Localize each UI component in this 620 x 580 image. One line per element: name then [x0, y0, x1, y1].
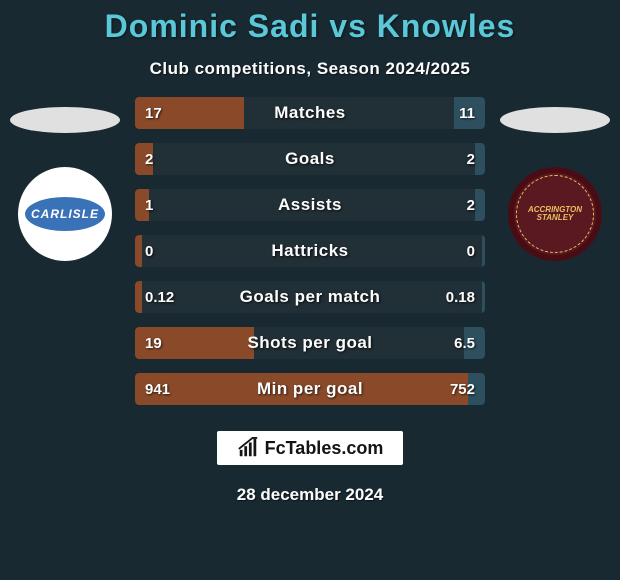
comparison-card: Dominic Sadi vs Knowles Club competition… — [0, 0, 620, 580]
left-club-badge: CARLISLE — [18, 167, 112, 261]
stat-label: Goals per match — [135, 281, 485, 313]
footer: FcTables.com 28 december 2024 — [0, 431, 620, 505]
brand-chart-icon — [237, 437, 259, 459]
content-body: CARLISLE 1711Matches 22Goals 12Assists 00Ha… — [0, 97, 620, 419]
stat-row: 196.5Shots per goal — [135, 327, 485, 359]
right-player-photo — [500, 107, 610, 133]
page-title: Dominic Sadi vs Knowles — [0, 8, 620, 45]
right-club-badge: ACCRINGTON STANLEY — [508, 167, 602, 261]
stat-label: Min per goal — [135, 373, 485, 405]
stat-row: 00Hattricks — [135, 235, 485, 267]
stat-row: 0.120.18Goals per match — [135, 281, 485, 313]
brand-text: FcTables.com — [265, 438, 384, 459]
stat-label: Shots per goal — [135, 327, 485, 359]
stat-row: 941752Min per goal — [135, 373, 485, 405]
date: 28 december 2024 — [0, 485, 620, 505]
left-player-photo — [10, 107, 120, 133]
stat-row: 22Goals — [135, 143, 485, 175]
stat-row: 1711Matches — [135, 97, 485, 129]
subtitle: Club competitions, Season 2024/2025 — [0, 59, 620, 79]
stats-bars: 1711Matches 22Goals 12Assists 00Hattricks 0.… — [135, 97, 485, 419]
left-club-name: CARLISLE — [25, 197, 105, 231]
brand-badge: FcTables.com — [217, 431, 404, 465]
stat-label: Assists — [135, 189, 485, 221]
stat-row: 12Assists — [135, 189, 485, 221]
left-player-column: CARLISLE — [5, 97, 125, 261]
right-club-name: ACCRINGTON STANLEY — [514, 206, 596, 222]
stat-label: Hattricks — [135, 235, 485, 267]
stat-label: Goals — [135, 143, 485, 175]
right-player-column: ACCRINGTON STANLEY — [495, 97, 615, 261]
stat-label: Matches — [135, 97, 485, 129]
